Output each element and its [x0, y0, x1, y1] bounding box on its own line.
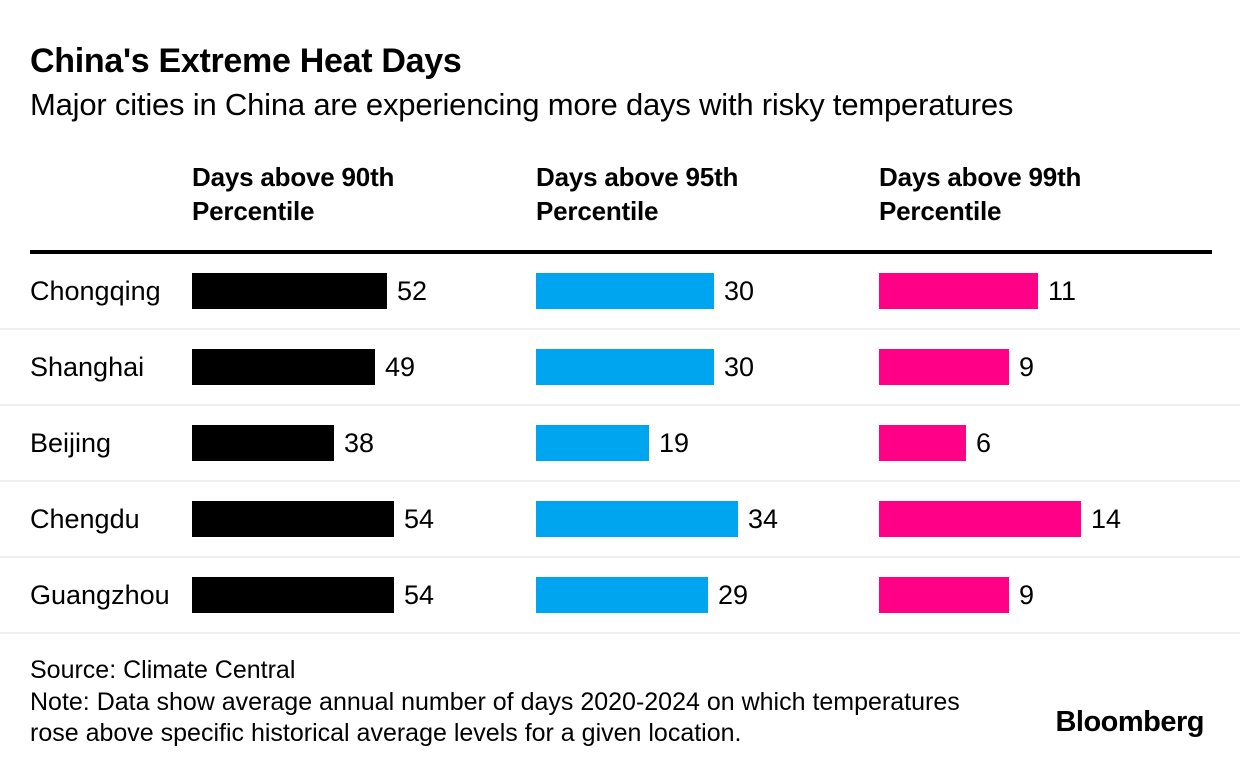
bar-cell: 54	[192, 558, 434, 632]
table-row: Chongqing 52 30 11	[0, 254, 1240, 330]
header-rule	[30, 250, 1212, 254]
bar-cell: 6	[879, 406, 991, 480]
chart-subtitle: Major cities in China are experiencing m…	[30, 87, 1014, 122]
data-bar	[192, 425, 334, 461]
data-bar	[879, 577, 1009, 613]
bar-cell: 9	[879, 558, 1034, 632]
bar-cell: 11	[879, 254, 1076, 328]
table-row: Shanghai 49 30 9	[0, 330, 1240, 406]
data-bar	[879, 349, 1009, 385]
data-bar	[536, 425, 649, 461]
bar-cell: 30	[536, 330, 754, 404]
value-label: 6	[976, 427, 992, 458]
value-label: 30	[724, 275, 755, 306]
city-label: Shanghai	[30, 352, 145, 382]
column-header-95th: Days above 95th Percentile	[536, 162, 739, 226]
data-bar	[879, 425, 966, 461]
value-label: 9	[1019, 351, 1035, 382]
bar-cell: 30	[536, 254, 754, 328]
column-header-99th: Days above 99th Percentile	[879, 162, 1082, 226]
value-label: 34	[748, 503, 779, 534]
value-label: 11	[1048, 275, 1077, 306]
data-bar	[536, 501, 738, 537]
value-label: 30	[724, 351, 755, 382]
table-row: Guangzhou 54 29 9	[0, 558, 1240, 634]
bar-cell: 34	[536, 482, 778, 556]
value-label: 29	[718, 579, 749, 610]
data-bar	[879, 273, 1038, 309]
data-bar	[536, 577, 708, 613]
data-bar	[192, 577, 394, 613]
city-label: Chongqing	[30, 276, 161, 306]
bar-cell: 9	[879, 330, 1034, 404]
data-bar	[192, 349, 375, 385]
data-bar	[536, 273, 714, 309]
bar-cell: 52	[192, 254, 427, 328]
bar-cell: 54	[192, 482, 434, 556]
bar-cell: 19	[536, 406, 689, 480]
table-row: Beijing 38 19 6	[0, 406, 1240, 482]
data-bar	[536, 349, 714, 385]
value-label: 52	[397, 275, 428, 306]
value-label: 49	[385, 351, 416, 382]
rows-container: Chongqing 52 30 11 Shanghai 49 30 9 Beijing 38 19 6…	[0, 254, 1240, 634]
note-text: Note: Data show average annual number of…	[30, 688, 960, 747]
city-label: Beijing	[30, 428, 112, 458]
data-bar	[192, 501, 394, 537]
value-label: 54	[404, 503, 435, 534]
bloomberg-logo: Bloomberg	[1055, 706, 1204, 738]
bar-cell: 29	[536, 558, 748, 632]
bar-cell: 49	[192, 330, 415, 404]
value-label: 38	[344, 427, 375, 458]
column-header-90th: Days above 90th Percentile	[192, 162, 395, 226]
source-text: Source: Climate Central	[30, 656, 296, 684]
city-label: Chengdu	[30, 504, 140, 534]
bar-cell: 38	[192, 406, 374, 480]
value-label: 14	[1091, 503, 1122, 534]
value-label: 19	[659, 427, 690, 458]
table-row: Chengdu 54 34 14	[0, 482, 1240, 558]
value-label: 9	[1019, 579, 1035, 610]
city-label: Guangzhou	[30, 580, 170, 610]
bar-cell: 14	[879, 482, 1121, 556]
data-bar	[192, 273, 387, 309]
data-bar	[879, 501, 1081, 537]
chart-title: China's Extreme Heat Days	[30, 42, 462, 80]
value-label: 54	[404, 579, 435, 610]
